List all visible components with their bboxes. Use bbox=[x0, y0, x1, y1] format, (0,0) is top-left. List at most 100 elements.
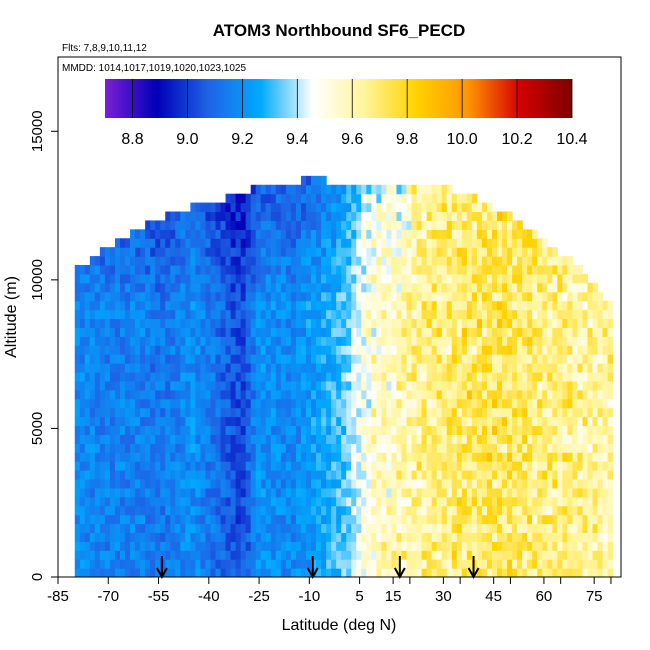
heatmap-cell bbox=[567, 470, 574, 480]
heatmap-cell bbox=[441, 265, 448, 275]
heatmap-cell bbox=[114, 434, 121, 444]
heatmap-cell bbox=[507, 496, 513, 507]
heatmap-cell bbox=[170, 470, 176, 480]
heatmap-cell bbox=[225, 461, 232, 471]
heatmap-cell bbox=[270, 184, 277, 195]
heatmap-cell bbox=[381, 461, 388, 471]
heatmap-cell bbox=[205, 568, 212, 577]
heatmap-cell bbox=[542, 416, 548, 427]
heatmap-cell bbox=[170, 541, 176, 551]
heatmap-cell bbox=[597, 434, 604, 444]
heatmap-cell bbox=[165, 345, 171, 355]
heatmap-cell bbox=[135, 568, 141, 577]
heatmap-cell bbox=[120, 363, 126, 373]
heatmap-cell bbox=[321, 505, 327, 516]
heatmap-cell bbox=[255, 184, 262, 195]
heatmap-cell bbox=[255, 211, 262, 222]
heatmap-cell bbox=[351, 273, 357, 284]
heatmap-cell bbox=[336, 211, 342, 222]
heatmap-cell bbox=[592, 309, 599, 320]
heatmap-cell bbox=[140, 273, 146, 284]
heatmap-cell bbox=[361, 559, 367, 569]
heatmap-cell bbox=[135, 461, 141, 471]
heatmap-cell bbox=[386, 247, 393, 257]
heatmap-cell bbox=[587, 291, 594, 302]
heatmap-cell bbox=[290, 282, 297, 293]
x-tick-label: -25 bbox=[248, 588, 270, 605]
heatmap-cell bbox=[190, 238, 196, 248]
heatmap-cell bbox=[265, 478, 272, 489]
heatmap-cell bbox=[466, 505, 473, 516]
heatmap-cell bbox=[522, 478, 528, 489]
heatmap-cell bbox=[170, 273, 176, 284]
heatmap-cell bbox=[391, 309, 398, 320]
heatmap-cell bbox=[300, 363, 307, 373]
heatmap-cell bbox=[356, 434, 362, 444]
heatmap-cell bbox=[401, 487, 408, 498]
heatmap-cell bbox=[406, 568, 413, 577]
heatmap-cell bbox=[205, 220, 212, 230]
heatmap-cell bbox=[74, 363, 81, 373]
heatmap-cell bbox=[592, 282, 599, 293]
heatmap-cell bbox=[562, 505, 568, 516]
heatmap-cell bbox=[220, 247, 227, 257]
heatmap-cell bbox=[270, 318, 277, 328]
heatmap-cell bbox=[285, 345, 292, 355]
heatmap-cell bbox=[461, 461, 468, 471]
heatmap-cell bbox=[114, 532, 121, 542]
heatmap-cell bbox=[265, 291, 272, 302]
heatmap-cell bbox=[260, 273, 267, 284]
heatmap-cell bbox=[431, 265, 438, 275]
heatmap-cell bbox=[316, 559, 322, 569]
heatmap-cell bbox=[321, 211, 327, 222]
heatmap-cell bbox=[104, 363, 111, 373]
heatmap-cell bbox=[577, 273, 584, 284]
heatmap-cell bbox=[527, 336, 533, 346]
heatmap-cell bbox=[94, 425, 101, 435]
heatmap-cell bbox=[150, 220, 156, 230]
heatmap-cell bbox=[597, 416, 604, 427]
heatmap-cell bbox=[366, 202, 372, 213]
heatmap-cell bbox=[94, 568, 101, 577]
heatmap-cell bbox=[225, 273, 232, 284]
heatmap-cell bbox=[190, 256, 196, 266]
heatmap-cell bbox=[270, 354, 277, 364]
heatmap-cell bbox=[532, 309, 538, 320]
heatmap-cell bbox=[240, 470, 247, 480]
heatmap-cell bbox=[582, 478, 589, 489]
heatmap-cell bbox=[341, 398, 347, 409]
heatmap-cell bbox=[406, 487, 413, 498]
heatmap-cell bbox=[175, 541, 181, 551]
heatmap-cell bbox=[99, 380, 106, 391]
heatmap-cell bbox=[547, 318, 553, 328]
heatmap-cell bbox=[331, 229, 337, 239]
heatmap-cell bbox=[361, 505, 367, 516]
heatmap-cell bbox=[572, 273, 579, 284]
heatmap-cell bbox=[396, 202, 403, 213]
heatmap-cell bbox=[255, 380, 262, 391]
heatmap-cell bbox=[567, 478, 574, 489]
heatmap-cell bbox=[456, 452, 463, 462]
heatmap-cell bbox=[260, 407, 267, 418]
heatmap-cell bbox=[441, 202, 448, 213]
heatmap-cell bbox=[416, 550, 423, 560]
heatmap-cell bbox=[145, 318, 151, 328]
heatmap-cell bbox=[245, 273, 252, 284]
heatmap-cell bbox=[597, 425, 604, 435]
heatmap-cell bbox=[376, 443, 382, 453]
heatmap-cell bbox=[316, 256, 322, 266]
heatmap-cell bbox=[512, 425, 518, 435]
heatmap-cell bbox=[89, 523, 96, 534]
heatmap-cell bbox=[290, 389, 297, 400]
heatmap-cell bbox=[84, 550, 91, 560]
heatmap-cell bbox=[130, 265, 136, 275]
heatmap-cell bbox=[99, 487, 106, 498]
heatmap-cell bbox=[155, 487, 161, 498]
heatmap-cell bbox=[145, 470, 151, 480]
heatmap-cell bbox=[99, 541, 106, 551]
heatmap-cell bbox=[295, 265, 302, 275]
heatmap-cell bbox=[205, 407, 212, 418]
heatmap-cell bbox=[205, 389, 212, 400]
heatmap-cell bbox=[220, 559, 227, 569]
heatmap-cell bbox=[250, 327, 257, 337]
